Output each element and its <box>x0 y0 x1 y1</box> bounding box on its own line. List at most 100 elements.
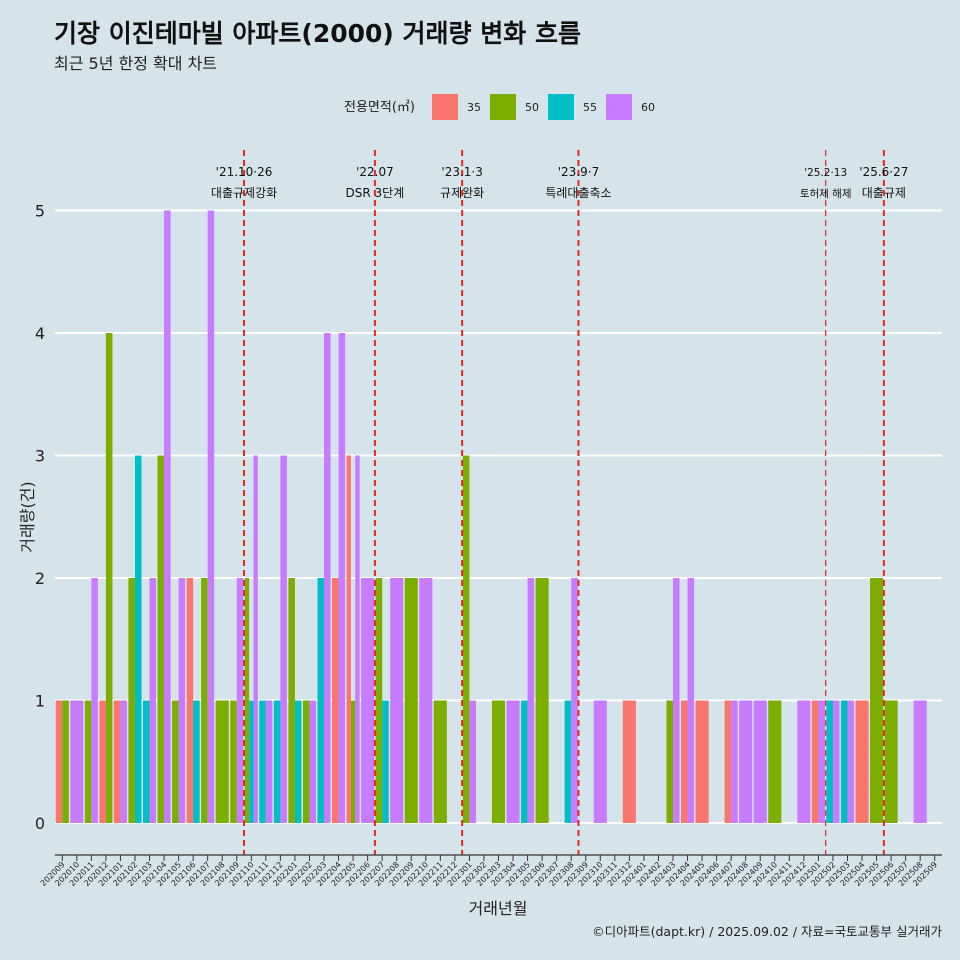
bar-202111-60 <box>265 700 273 823</box>
bar-202501-35 <box>811 700 819 823</box>
bar-202204-60 <box>338 333 346 823</box>
event-label: 토허제 해제 <box>800 187 852 200</box>
bar-202404-60 <box>687 578 695 823</box>
bar-202104-50 <box>157 455 165 823</box>
bar-202103-60 <box>149 578 157 823</box>
bar-202506-50 <box>884 700 898 823</box>
bar-202210-60 <box>419 578 433 823</box>
event-label: 대출규제 <box>862 186 906 200</box>
bar-202206-60 <box>361 578 375 823</box>
bar-202203-55 <box>317 578 325 823</box>
y-tick-label: 3 <box>35 447 45 466</box>
bar-202205-60 <box>355 455 360 823</box>
x-axis: 2020092020102020112020122021012021022021… <box>39 854 942 888</box>
legend-title: 전용면적(㎡) <box>344 100 415 115</box>
bar-202404-35 <box>680 700 688 823</box>
bar-202403-60 <box>672 578 680 823</box>
bar-202106-55 <box>193 700 200 823</box>
event-date: '25.6·27 <box>859 165 908 179</box>
bar-202407-60 <box>731 700 738 823</box>
bar-202203-60 <box>324 333 331 823</box>
y-tick-label: 1 <box>35 692 45 711</box>
bar-202310-60 <box>593 700 607 823</box>
bar-202501-60 <box>818 700 825 823</box>
event-date: '25.2·13 <box>804 167 847 179</box>
y-tick-label: 4 <box>35 324 45 343</box>
bar-202504-35 <box>855 700 869 823</box>
bar-202303-50 <box>491 700 506 823</box>
bar-202409-60 <box>753 700 767 823</box>
chart-title: 기장 이진테마빌 아파트(2000) 거래량 변화 흐름 <box>54 19 581 48</box>
legend-key-50 <box>490 94 516 120</box>
x-axis-label: 거래년월 <box>469 899 528 918</box>
bar-202205-50 <box>350 700 356 823</box>
bar-202312-35 <box>622 700 636 823</box>
legend-key-60 <box>606 94 632 120</box>
bar-202503-55 <box>840 700 848 823</box>
bar-202112-60 <box>280 455 287 823</box>
y-axis: 0 1 2 3 4 5 <box>35 202 45 834</box>
legend: 전용면적(㎡) 35 50 55 60 <box>344 94 655 120</box>
chart-subtitle: 최근 5년 한정 확대 차트 <box>54 54 217 73</box>
legend-label: 55 <box>583 101 597 114</box>
y-tick-label: 0 <box>35 814 45 833</box>
bar-202403-50 <box>666 700 673 823</box>
bar-202107-50 <box>201 578 208 823</box>
bar-202503-60 <box>847 700 855 823</box>
bar-202112-55 <box>273 700 281 823</box>
bar-202209-50 <box>404 578 418 823</box>
event-date: '23.9·7 <box>558 165 599 179</box>
event-label: 대출규제강화 <box>211 186 277 200</box>
bar-202205-35 <box>346 455 351 823</box>
bar-202207-55 <box>382 700 389 823</box>
bar-202208-60 <box>390 578 404 823</box>
bar-202308-60 <box>571 578 578 823</box>
event-label: 규제완화 <box>440 186 484 200</box>
bar-202107-60 <box>207 210 215 823</box>
bar-202201-55 <box>294 700 302 823</box>
legend-label: 50 <box>525 101 539 114</box>
bar-202304-60 <box>506 700 520 823</box>
bar-202305-60 <box>527 578 535 823</box>
bar-202012-35 <box>99 700 106 823</box>
legend-label: 35 <box>467 101 481 114</box>
bar-202106-35 <box>186 578 194 823</box>
y-tick-label: 5 <box>35 202 45 221</box>
bar-202102-55 <box>134 455 142 823</box>
bar-202505-50 <box>870 578 884 823</box>
bar-202408-60 <box>739 700 753 823</box>
bar-202211-50 <box>433 700 447 823</box>
event-date: '22.07 <box>356 165 394 179</box>
bar-202104-60 <box>164 210 171 823</box>
bar-202201-50 <box>288 578 295 823</box>
bar-202410-50 <box>768 700 782 823</box>
legend-key-35 <box>432 94 458 120</box>
bar-202103-55 <box>142 700 150 823</box>
bar-202110-50 <box>244 578 250 823</box>
bar-202204-35 <box>332 578 339 823</box>
bar-202009-50 <box>62 700 69 823</box>
bar-202301-50 <box>462 455 470 823</box>
legend-label: 60 <box>641 101 655 114</box>
bar-202108-50 <box>215 700 229 823</box>
bar-202508-60 <box>913 700 927 823</box>
bar-202110-60 <box>253 455 258 823</box>
event-lines: '21.10·26 대출규제강화 '22.07 DSR 3단계 '23.1·3 규제완화 '… <box>211 150 908 855</box>
bar-202011-60 <box>91 578 98 823</box>
bar-202110-55 <box>249 700 254 823</box>
bar-202301-60 <box>469 700 476 823</box>
bar-202105-50 <box>172 700 179 823</box>
bar-202101-60 <box>120 700 127 823</box>
event-date: '23.1·3 <box>441 165 482 179</box>
event-date: '21.10·26 <box>216 165 273 179</box>
bar-202207-50 <box>375 578 383 823</box>
event-label: 특례대출축소 <box>545 186 611 200</box>
y-tick-label: 2 <box>35 569 45 588</box>
bar-202010-60 <box>70 700 84 823</box>
bar-202101-35 <box>113 700 121 823</box>
bar-202502-60 <box>832 700 840 823</box>
event-label: DSR 3단계 <box>346 186 405 200</box>
bar-202306-50 <box>535 578 549 823</box>
bar-202308-55 <box>564 700 572 823</box>
